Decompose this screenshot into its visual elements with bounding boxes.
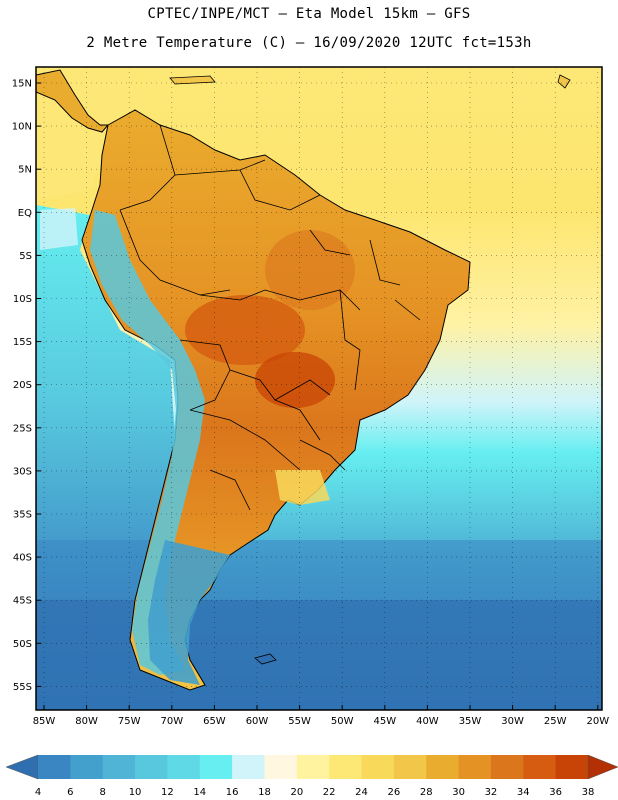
colorbar-swatch xyxy=(199,755,233,779)
lon-label: 50W xyxy=(331,716,354,727)
lon-label: 70W xyxy=(160,716,183,727)
lat-label: 15N xyxy=(12,79,32,90)
lon-label: 65W xyxy=(203,716,226,727)
latitude-labels: 15N 10N 5N EQ 5S 10S 15S 20S 25S 30S 35S 40S 45S 50S 5… xyxy=(12,79,32,693)
colorbar-swatch xyxy=(329,755,363,779)
colorbar-high-arrow xyxy=(587,754,618,780)
colorbar-swatch xyxy=(393,755,427,779)
hot-core-central xyxy=(255,352,335,408)
colorbar-swatch xyxy=(361,755,395,779)
lon-label: 40W xyxy=(416,716,439,727)
colorbar-swatch xyxy=(38,755,71,779)
lon-label: 35W xyxy=(459,716,482,727)
pacific-coast-pale xyxy=(40,208,78,250)
map-title-line1: CPTEC/INPE/MCT — Eta Model 15km — GFS xyxy=(147,6,471,22)
colorbar-tick-label: 32 xyxy=(485,787,498,798)
uruguay-warm xyxy=(275,470,330,505)
colorbar-tick-label: 10 xyxy=(129,787,142,798)
lat-label: 15S xyxy=(13,337,32,348)
colorbar-labels: 4 6 8 10 12 14 16 18 20 22 24 26 28 30 32 34 36 38 xyxy=(35,787,595,798)
lat-label: 40S xyxy=(13,553,32,564)
colorbar-swatch xyxy=(523,755,557,779)
colorbar-swatch xyxy=(426,755,460,779)
colorbar-tick-label: 36 xyxy=(549,787,562,798)
central-america-land xyxy=(36,69,110,133)
colorbar-swatch xyxy=(232,755,265,779)
lon-label: 85W xyxy=(33,716,56,727)
lon-label: 30W xyxy=(501,716,524,727)
colorbar-tick-label: 30 xyxy=(452,787,465,798)
patagonia-cool xyxy=(148,540,230,685)
colorbar-swatch xyxy=(458,755,492,779)
lon-label: 55W xyxy=(288,716,311,727)
map-field xyxy=(36,67,602,710)
falkland-islands xyxy=(254,653,277,665)
lat-label: 30S xyxy=(13,466,32,477)
antilles-island xyxy=(557,74,571,89)
longitude-labels: 85W 80W 75W 70W 65W 60W 55W 50W 45W 40W 35W 30W 25W 2… xyxy=(33,716,610,727)
lon-label: 45W xyxy=(373,716,396,727)
map-title-line2: 2 Metre Temperature (C) — 16/09/2020 12U… xyxy=(86,35,532,51)
lat-label: 55S xyxy=(13,682,32,693)
colorbar-tick-label: 34 xyxy=(517,787,530,798)
colorbar-tick-label: 22 xyxy=(323,787,336,798)
southern-ocean-deep xyxy=(36,600,602,710)
colorbar-tick-label: 6 xyxy=(67,787,73,798)
lon-label: 75W xyxy=(118,716,141,727)
colorbar-swatch xyxy=(102,755,136,779)
colorbar-swatch xyxy=(555,755,589,779)
lat-label: EQ xyxy=(18,208,32,219)
lat-label: 5N xyxy=(18,165,32,176)
colorbar xyxy=(5,754,618,780)
graticule xyxy=(36,67,602,710)
colorbar-swatch xyxy=(135,755,168,779)
lat-label: 50S xyxy=(13,639,32,650)
colorbar-tick-label: 20 xyxy=(290,787,303,798)
colorbar-tick-label: 16 xyxy=(226,787,239,798)
lat-label: 45S xyxy=(13,596,32,607)
colorbar-tick-label: 4 xyxy=(35,787,41,798)
colorbar-tick-label: 24 xyxy=(355,787,368,798)
lon-label: 60W xyxy=(246,716,269,727)
lon-label: 25W xyxy=(544,716,567,727)
colorbar-swatch xyxy=(490,755,524,779)
lat-label: 25S xyxy=(13,423,32,434)
colorbar-swatch xyxy=(296,755,330,779)
lat-label: 10S xyxy=(13,294,32,305)
colorbar-tick-label: 18 xyxy=(258,787,271,798)
hot-core-west xyxy=(185,295,305,365)
caribbean-island xyxy=(169,75,216,85)
colorbar-tick-label: 26 xyxy=(388,787,401,798)
lat-label: 20S xyxy=(13,380,32,391)
lon-label: 80W xyxy=(75,716,98,727)
hot-zone-east xyxy=(265,230,355,310)
colorbar-low-arrow xyxy=(5,754,39,780)
colorbar-tick-label: 28 xyxy=(420,787,433,798)
colorbar-swatch xyxy=(264,755,298,779)
lon-label: 20W xyxy=(586,716,609,727)
colorbar-tick-label: 38 xyxy=(582,787,595,798)
colorbar-tick-label: 14 xyxy=(193,787,206,798)
lat-label: 10N xyxy=(12,122,32,133)
lat-label: 5S xyxy=(19,251,32,262)
colorbar-swatch xyxy=(167,755,201,779)
colorbar-tick-label: 8 xyxy=(100,787,106,798)
colorbar-swatch xyxy=(70,755,104,779)
lat-label: 35S xyxy=(13,510,32,521)
map-frame xyxy=(35,66,603,711)
colorbar-tick-label: 12 xyxy=(161,787,174,798)
country-borders xyxy=(119,124,421,511)
andes-cool-zone xyxy=(90,210,205,675)
